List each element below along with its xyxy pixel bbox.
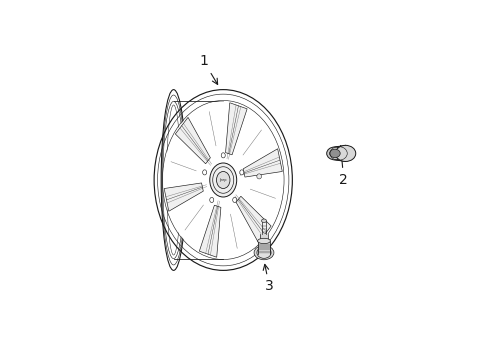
Polygon shape [175, 117, 210, 164]
Ellipse shape [239, 170, 244, 175]
Polygon shape [243, 149, 282, 177]
Ellipse shape [256, 174, 261, 179]
Ellipse shape [232, 197, 236, 203]
Polygon shape [164, 183, 203, 211]
Text: 3: 3 [263, 264, 273, 293]
Ellipse shape [163, 102, 184, 258]
Text: 2: 2 [338, 146, 347, 187]
Bar [257, 241, 270, 255]
Polygon shape [236, 196, 270, 243]
Ellipse shape [326, 147, 343, 160]
Ellipse shape [257, 238, 270, 244]
Ellipse shape [256, 247, 270, 258]
Ellipse shape [335, 145, 355, 162]
Text: 1: 1 [199, 54, 217, 84]
Ellipse shape [163, 102, 283, 258]
Ellipse shape [216, 171, 229, 189]
Ellipse shape [209, 163, 236, 197]
Ellipse shape [202, 170, 206, 175]
Bar [259, 234, 268, 241]
Ellipse shape [254, 246, 273, 260]
Polygon shape [199, 205, 221, 257]
Ellipse shape [261, 219, 266, 222]
Ellipse shape [329, 149, 340, 158]
Ellipse shape [221, 153, 225, 158]
Ellipse shape [209, 197, 213, 203]
Text: Jeep: Jeep [219, 178, 226, 182]
Polygon shape [225, 103, 246, 155]
